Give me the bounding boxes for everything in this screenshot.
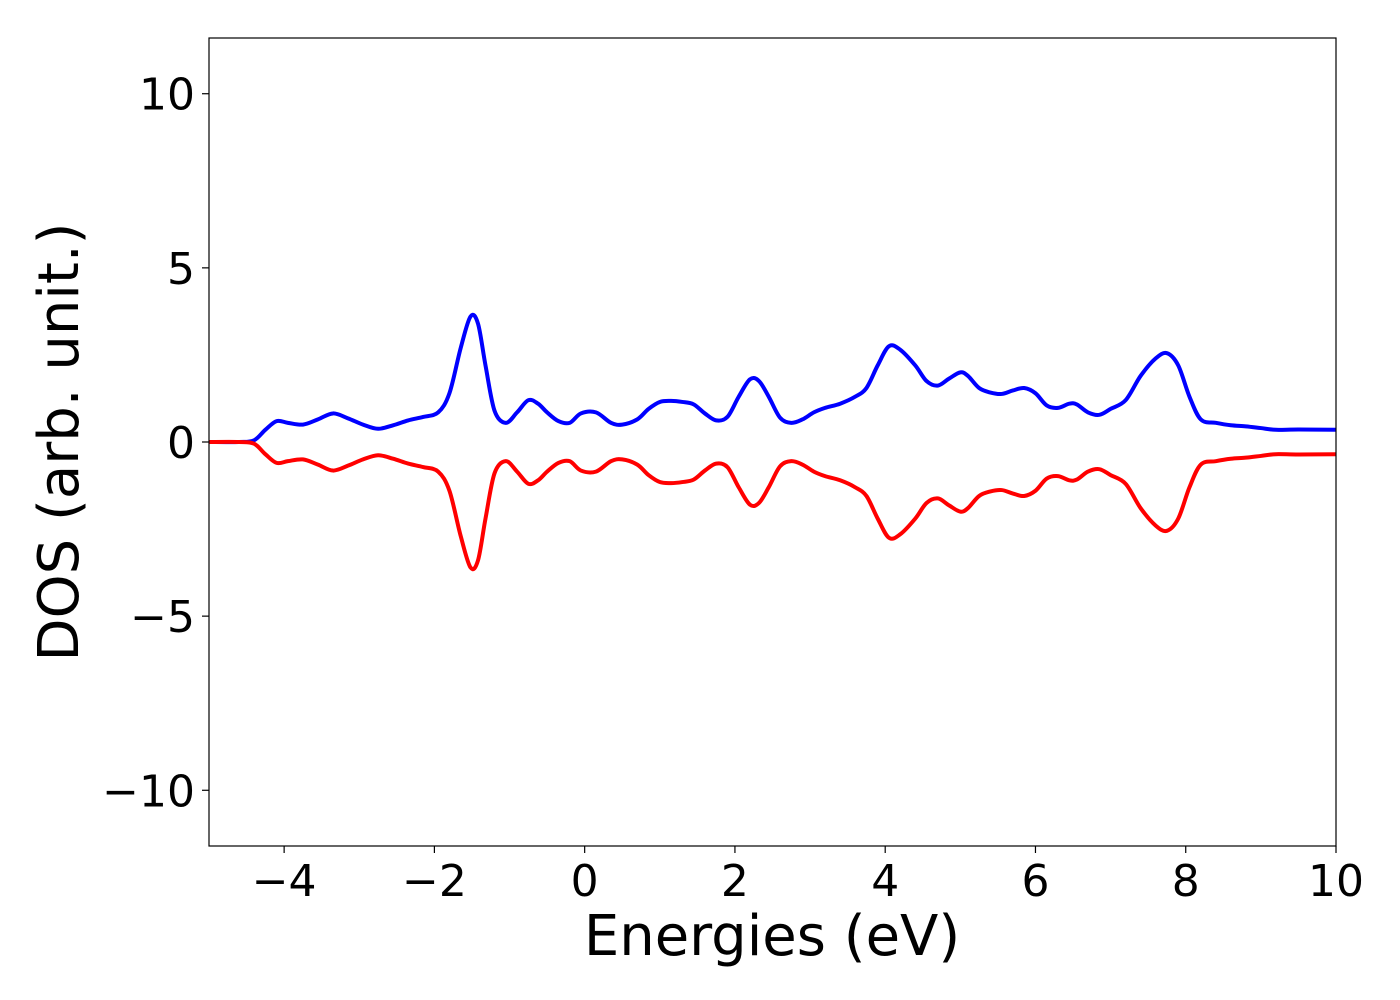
dos-series-up-line — [208, 312, 1337, 445]
x-tick-label: −4 — [252, 856, 317, 907]
y-tick-label: −10 — [102, 766, 195, 817]
x-tick-label: 8 — [1172, 856, 1200, 907]
y-tick-label: −5 — [130, 592, 195, 643]
y-axis: 10 5 0 −5 −10 — [102, 70, 209, 817]
x-tick-label: 6 — [1021, 856, 1049, 907]
dos-series-down-line — [208, 439, 1337, 572]
x-tick-label: −2 — [402, 856, 467, 907]
x-tick-label: 4 — [871, 856, 899, 907]
y-tick-label: 0 — [167, 418, 195, 469]
x-tick-label: 2 — [721, 856, 749, 907]
y-axis-label: DOS (arb. unit.) — [27, 222, 92, 661]
x-axis-label: Energies (eV) — [584, 904, 960, 969]
y-tick-label: 10 — [139, 70, 195, 121]
plot-area — [209, 38, 1336, 846]
y-tick-label: 5 — [167, 244, 195, 295]
series-layer — [208, 312, 1337, 572]
x-tick-label: 10 — [1308, 856, 1364, 907]
x-tick-label: 0 — [571, 856, 599, 907]
x-axis: −4 −2 0 2 4 6 8 10 — [252, 846, 1364, 907]
